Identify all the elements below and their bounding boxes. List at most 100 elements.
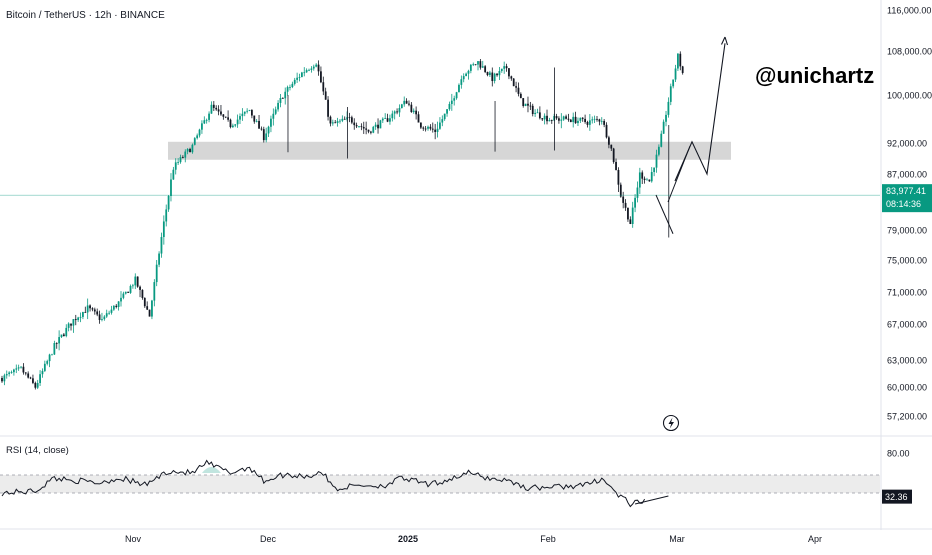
candle — [251, 109, 253, 119]
candle — [65, 324, 68, 338]
candle — [398, 104, 401, 117]
candle — [657, 144, 660, 157]
candle — [229, 118, 232, 129]
candle — [167, 195, 170, 212]
candle — [650, 167, 653, 183]
candle — [419, 122, 422, 130]
candle — [70, 323, 72, 331]
candle — [579, 117, 582, 124]
candle — [39, 370, 41, 387]
candle — [377, 118, 379, 134]
candle — [512, 78, 515, 87]
candle — [17, 364, 20, 371]
candle — [258, 115, 260, 129]
candle — [170, 173, 172, 202]
candle — [298, 73, 301, 82]
candle — [538, 106, 541, 120]
candle — [567, 113, 570, 122]
candle — [403, 96, 406, 107]
price-tick-label: 79,000.00 — [887, 226, 927, 236]
candle — [529, 101, 532, 110]
candle — [519, 92, 522, 99]
candle — [196, 133, 199, 140]
candle — [8, 371, 11, 377]
candle — [317, 60, 320, 76]
candle — [486, 71, 489, 77]
candle — [588, 113, 591, 131]
candle — [434, 123, 437, 140]
candle — [648, 179, 651, 182]
candle — [34, 381, 37, 390]
candle — [481, 60, 484, 68]
candle — [224, 116, 227, 119]
wedge-upper-line[interactable] — [667, 145, 691, 203]
candle — [508, 68, 510, 80]
candle — [112, 305, 115, 311]
candle — [174, 158, 177, 175]
price-tick-label: 116,000.00 — [887, 6, 931, 16]
candle — [234, 124, 237, 128]
candle — [393, 110, 396, 120]
candle — [467, 69, 470, 80]
candle — [348, 112, 351, 123]
candle — [381, 117, 384, 124]
candle — [132, 283, 134, 289]
candle — [60, 334, 63, 339]
candle — [479, 59, 482, 70]
candle — [181, 155, 184, 159]
lightning-bolt-icon[interactable] — [662, 414, 680, 432]
candle — [32, 374, 34, 385]
candle — [108, 310, 110, 315]
candle — [67, 322, 70, 332]
candle — [355, 122, 358, 129]
candle — [79, 312, 82, 323]
candle — [422, 126, 425, 131]
candle — [98, 310, 101, 324]
candle — [655, 149, 658, 173]
candle — [374, 122, 377, 130]
candle — [172, 166, 175, 180]
last-price-badge: 83,977.41 08:14:36 — [882, 184, 932, 213]
svg-text:08:14:36: 08:14:36 — [886, 199, 921, 209]
rsi-band — [0, 475, 880, 493]
candle — [517, 82, 520, 97]
candle — [103, 315, 106, 321]
candle — [603, 119, 606, 128]
candle — [48, 353, 51, 368]
candle — [36, 379, 39, 390]
candle — [343, 116, 346, 120]
candle — [320, 66, 322, 84]
support-zone[interactable] — [168, 141, 731, 160]
watermark-text: @unichartz — [755, 63, 874, 88]
rsi-divergence-line[interactable] — [634, 495, 669, 505]
candle — [424, 125, 427, 132]
price-tick-label: 71,000.00 — [887, 288, 927, 298]
candle — [543, 113, 546, 125]
candle — [255, 119, 258, 123]
candle — [624, 199, 627, 211]
candle — [212, 101, 215, 112]
candle — [289, 84, 291, 91]
wedge-lower-line[interactable] — [655, 194, 674, 234]
drawings — [655, 36, 729, 234]
candle — [10, 370, 13, 374]
candle — [500, 68, 503, 73]
candle — [524, 103, 527, 107]
candle — [193, 137, 196, 146]
price-tick-label: 108,000.00 — [887, 47, 932, 57]
candle — [643, 176, 646, 184]
candle — [408, 100, 410, 107]
candle — [239, 113, 241, 124]
candle — [155, 260, 158, 287]
candle — [593, 115, 596, 124]
candle — [324, 87, 327, 100]
candle — [372, 125, 375, 134]
candle — [439, 117, 441, 130]
candle — [177, 158, 180, 165]
candle — [127, 291, 130, 293]
candle — [358, 125, 360, 128]
price-tick-label: 87,000.00 — [887, 170, 927, 180]
candle — [636, 181, 639, 203]
candle — [179, 154, 182, 164]
